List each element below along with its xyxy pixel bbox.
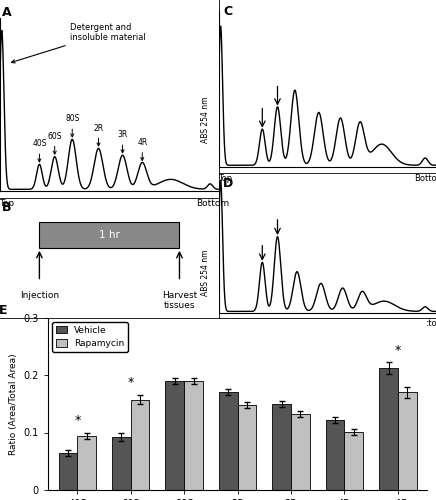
Legend: Vehicle, Rapamycin: Vehicle, Rapamycin (52, 322, 128, 352)
Text: Bottom: Bottom (196, 199, 229, 208)
Text: Bottom: Bottom (414, 319, 436, 328)
Bar (131, 400, 150, 490)
Text: 60S: 60S (48, 132, 62, 154)
Text: ABS 254 nm: ABS 254 nm (201, 96, 210, 143)
Text: A: A (2, 6, 12, 19)
Text: B: B (2, 201, 12, 214)
Text: *: * (395, 344, 401, 356)
FancyBboxPatch shape (39, 222, 180, 248)
Bar (379, 368, 398, 490)
Bar (184, 381, 203, 490)
Text: ABS 254 nm: ABS 254 nm (201, 250, 210, 296)
Bar (238, 405, 256, 490)
Text: 40S: 40S (32, 140, 47, 162)
Text: 1 hr: 1 hr (99, 230, 120, 239)
Bar (344, 432, 363, 490)
Text: Detergent and
insoluble material: Detergent and insoluble material (11, 22, 146, 63)
Text: D: D (223, 177, 233, 190)
Bar (59, 452, 77, 490)
Bar (272, 404, 291, 490)
Text: C: C (223, 5, 232, 18)
Text: 80S: 80S (65, 114, 79, 137)
Text: 4R: 4R (137, 138, 147, 160)
Bar (166, 381, 184, 490)
Text: Injection: Injection (20, 291, 59, 300)
Y-axis label: Ratio (Area/Total Area): Ratio (Area/Total Area) (9, 353, 18, 454)
Bar (77, 436, 96, 490)
Bar (112, 436, 131, 490)
Text: Top: Top (218, 174, 232, 183)
Bar (219, 392, 238, 490)
Text: Bottom: Bottom (414, 174, 436, 183)
Text: *: * (74, 414, 81, 427)
Text: Top: Top (0, 199, 14, 208)
Bar (398, 392, 416, 490)
Bar (326, 420, 344, 490)
Text: Top: Top (218, 319, 232, 328)
Text: *: * (128, 376, 134, 390)
Bar (291, 414, 310, 490)
Text: Harvest
tissues: Harvest tissues (162, 291, 197, 310)
Text: 3R: 3R (117, 130, 128, 153)
Text: 2R: 2R (93, 124, 104, 146)
Text: E: E (0, 304, 7, 316)
